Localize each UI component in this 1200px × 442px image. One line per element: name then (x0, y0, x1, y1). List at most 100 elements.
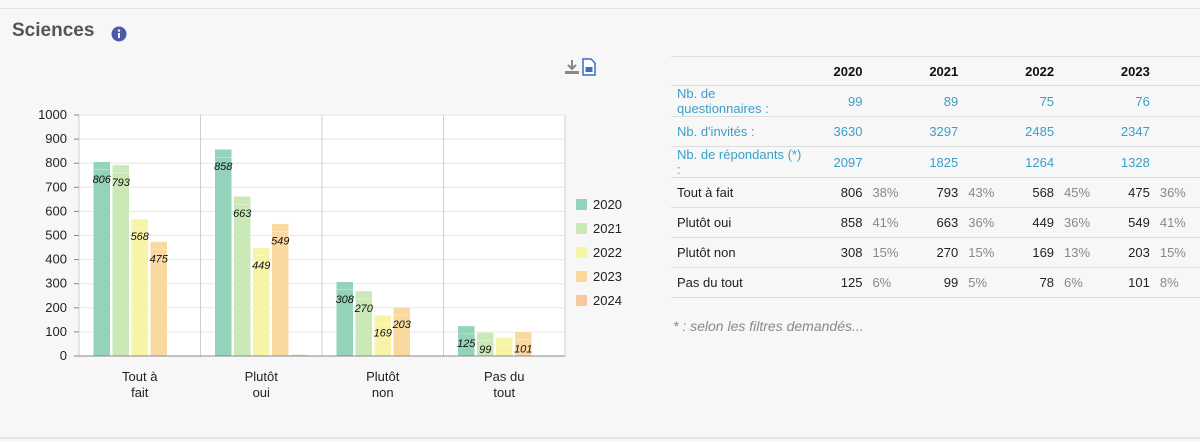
percent-cell: 43% (958, 177, 995, 208)
percent-cell: 6% (862, 267, 899, 298)
count-cell: 858 (802, 207, 863, 238)
legend-label: 2021 (593, 221, 622, 236)
bar (355, 290, 373, 357)
y-tick-label: 800 (45, 155, 67, 170)
legend-label: 2023 (593, 269, 622, 284)
bar-cap (150, 241, 168, 250)
count-cell: 449 (994, 207, 1055, 238)
table-row-plutot-oui: Plutôt oui 858 41% 663 36% 449 36% 549 4… (671, 207, 1200, 238)
data-label: 99 (479, 344, 491, 356)
category-label: Plutôt (366, 369, 400, 384)
data-label: 858 (214, 161, 233, 173)
percent-cell: 15% (862, 237, 899, 268)
count-cell: 169 (994, 237, 1055, 268)
value-cell: 1264 (994, 146, 1055, 178)
document-icon[interactable] (582, 58, 596, 76)
percent-cell: 45% (1054, 177, 1091, 208)
bar-cap (131, 218, 149, 228)
y-tick-label: 200 (45, 300, 67, 315)
legend-swatch (576, 295, 587, 306)
table-header-row: 2020 2021 2022 2023 (671, 56, 1200, 86)
percent-cell: 36% (1054, 207, 1091, 238)
value-cell: 3630 (802, 116, 863, 147)
value-cell: 99 (802, 85, 863, 117)
row-label: Plutôt oui (671, 207, 803, 238)
header-year-2023: 2023 (1090, 56, 1150, 86)
y-tick-label: 0 (60, 348, 67, 363)
y-tick-label: 700 (45, 179, 67, 194)
data-label: 806 (93, 174, 112, 186)
header-year-2020: 2020 (802, 56, 863, 86)
data-label: 203 (392, 319, 412, 331)
value-cell: 75 (994, 85, 1055, 117)
bar-cap (355, 290, 373, 300)
bar-cap (214, 148, 232, 158)
count-cell: 125 (802, 267, 863, 298)
table-row-tout-a-fait: Tout à fait 806 38% 793 43% 568 45% 475 … (671, 177, 1200, 208)
table-row-pas-du-tout: Pas du tout 125 6% 99 5% 78 6% 101 8% (671, 267, 1200, 298)
count-cell: 99 (898, 267, 959, 298)
data-label: 475 (150, 254, 169, 266)
y-tick-label: 600 (45, 203, 67, 218)
value-cell: 2485 (994, 116, 1055, 147)
bar-cap (233, 195, 251, 205)
row-label: Nb. d'invités : (671, 116, 803, 147)
legend-swatch (576, 271, 587, 282)
percent-cell: 38% (862, 177, 899, 208)
percent-cell: 41% (1149, 207, 1200, 238)
table-row-repondants: Nb. de répondants (*) : 2097 1825 1264 1… (671, 146, 1200, 178)
info-icon[interactable] (111, 26, 127, 42)
bar-chart: 0 100 200 300 400 500 600 700 800 900 1000 806 858 30… (38, 107, 622, 400)
legend-label: 2020 (593, 197, 622, 212)
data-label: 169 (374, 327, 392, 339)
bar (214, 148, 232, 357)
y-tick-label: 900 (45, 131, 67, 146)
data-label: 793 (112, 177, 131, 189)
legend-label: 2022 (593, 245, 622, 260)
count-cell: 203 (1090, 237, 1150, 268)
bottom-divider (0, 437, 1200, 439)
percent-cell: 36% (958, 207, 995, 238)
table-row-invites: Nb. d'invités : 3630 3297 2485 2347 (671, 116, 1200, 147)
row-label: Tout à fait (671, 177, 803, 208)
data-label: 101 (514, 344, 532, 356)
bar-cap (495, 337, 513, 346)
legend-swatch (576, 247, 587, 258)
percent-cell: 36% (1149, 177, 1200, 208)
count-cell: 549 (1090, 207, 1150, 238)
count-cell: 78 (994, 267, 1055, 298)
data-label: 449 (252, 260, 270, 272)
percent-cell: 6% (1054, 267, 1091, 298)
bar (112, 164, 130, 357)
row-label: Plutôt non (671, 237, 803, 268)
header-label-cell (671, 56, 803, 86)
row-label: Nb. de répondants (*) : (671, 146, 803, 178)
legend-swatch (576, 223, 587, 234)
y-tick-label: 400 (45, 252, 67, 267)
category-label: oui (253, 385, 270, 400)
data-label: 308 (336, 294, 355, 306)
download-icon[interactable] (563, 58, 581, 76)
y-tick-label: 1000 (38, 107, 67, 122)
bar-cap (93, 161, 111, 171)
bar-cap (514, 331, 532, 340)
category-label: tout (493, 385, 515, 400)
value-cell: 2097 (802, 146, 863, 178)
section-title: Sciences (12, 20, 95, 41)
data-label: 663 (233, 208, 252, 220)
data-label: 549 (271, 236, 289, 248)
count-cell: 101 (1090, 267, 1150, 298)
percent-cell: 8% (1149, 267, 1200, 298)
bar-cap (336, 281, 354, 291)
footnote: * : selon les filtres demandés... (673, 318, 864, 334)
bar-cap (112, 164, 130, 174)
count-cell: 568 (994, 177, 1055, 208)
category-label: fait (131, 385, 149, 400)
value-cell: 76 (1090, 85, 1150, 117)
data-label: 568 (131, 231, 150, 243)
table-row-plutot-non: Plutôt non 308 15% 270 15% 169 13% 203 1… (671, 237, 1200, 268)
value-cell: 1328 (1090, 146, 1150, 178)
category-label: Pas du (484, 369, 524, 384)
legend-swatch (576, 199, 587, 210)
count-cell: 806 (802, 177, 863, 208)
